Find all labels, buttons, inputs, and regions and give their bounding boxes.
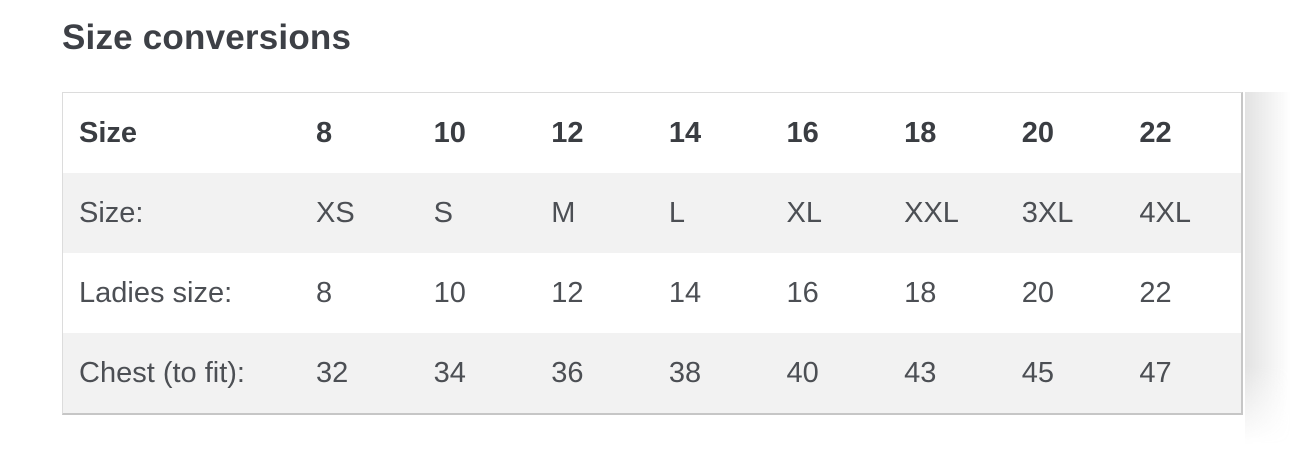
table-cell: 45 [1021,356,1055,389]
table-cell: 36 [551,356,584,389]
size-table: Size 8 10 12 14 16 18 20 22 Size: XS S M [63,93,1241,413]
table-cell: M [551,196,576,229]
table-cell: 16 [786,276,819,309]
table-cell: 3XL [1021,196,1074,229]
header-cell: 14 [668,116,702,149]
table-cell: 4XL [1139,196,1191,229]
page-title: Size conversions [62,18,352,57]
row-label: Ladies size: [79,276,233,309]
table-cell: 14 [668,276,702,309]
row-label: Chest (to fit): [79,356,245,389]
table-cell: S [433,196,453,229]
table-cell: 47 [1139,356,1172,389]
header-cell: 22 [1139,116,1172,149]
row-label: Size: [79,196,144,229]
header-cell: 16 [786,116,819,149]
table-cell: 18 [904,276,937,309]
header-cell: 12 [551,116,584,149]
table-cell: 8 [316,276,333,309]
table-cell: 12 [551,276,584,309]
table-cell: 32 [316,356,349,389]
header-cell-size-label: Size [79,116,138,149]
table-cell: 38 [668,356,702,389]
right-edge-shadow [1245,92,1299,444]
table-cell: 10 [433,276,466,309]
table-row-size: Size: XS S M L XL XXL 3XL 4XL [63,173,1241,253]
table-row-ladies-size: Ladies size: 8 10 12 14 16 18 20 22 [63,253,1241,333]
header-cell: 18 [904,116,937,149]
header-cell: 8 [316,116,333,149]
table-cell: L [668,196,686,229]
size-conversion-table: Size 8 10 12 14 16 18 20 22 Size: XS S M [62,92,1243,415]
header-cell: 20 [1021,116,1055,149]
table-cell: 22 [1139,276,1172,309]
table-cell: 34 [433,356,466,389]
table-cell: XXL [904,196,959,229]
table-cell: XS [316,196,355,229]
table-cell: 43 [904,356,937,389]
table-cell: 40 [786,356,819,389]
table-cell: 20 [1021,276,1055,309]
header-cell: 10 [433,116,466,149]
table-header-row: Size 8 10 12 14 16 18 20 22 [63,93,1241,173]
table-row-chest: Chest (to fit): 32 34 36 38 40 43 45 47 [63,333,1241,413]
table-cell: XL [786,196,822,229]
